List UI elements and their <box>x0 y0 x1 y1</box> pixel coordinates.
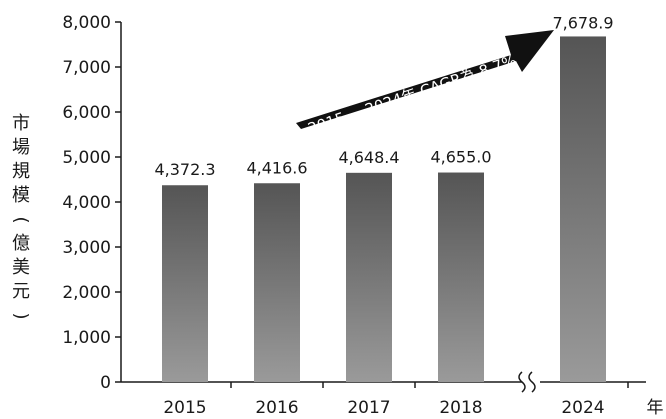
y-tick-label: 3,000 <box>62 238 111 258</box>
x-tick-label: 2017 <box>347 398 390 418</box>
x-tick-label: 2015 <box>163 398 206 418</box>
bar-2016 <box>254 183 300 382</box>
data-label: 4,416.6 <box>246 158 307 177</box>
y-tick-label: 0 <box>100 373 111 393</box>
y-tick-label: 5,000 <box>62 148 111 168</box>
data-label: 4,655.0 <box>430 148 491 167</box>
x-axis-unit: 年 <box>647 398 664 418</box>
bar-2017 <box>346 173 392 382</box>
data-label: 4,372.3 <box>154 160 215 179</box>
bar-2015 <box>162 185 208 382</box>
y-tick-label: 1,000 <box>62 328 111 348</box>
bar-2018 <box>438 173 484 382</box>
x-tick-label: 2024 <box>561 398 604 418</box>
y-axis: 0 1,000 2,000 3,000 4,000 5,000 6,000 7,000 8,00… <box>62 13 121 393</box>
data-label: 4,648.4 <box>338 148 399 167</box>
y-tick-label: 8,000 <box>62 13 111 33</box>
x-tick-label: 2016 <box>255 398 298 418</box>
data-label: 7,678.9 <box>552 13 613 32</box>
y-tick-label: 6,000 <box>62 103 111 123</box>
y-axis-title-text: 市場規模(億美元) <box>12 113 30 326</box>
y-tick-label: 7,000 <box>62 58 111 78</box>
y-tick-label: 2,000 <box>62 283 111 303</box>
axis-break-icon <box>519 372 535 392</box>
bar-2024 <box>560 36 606 382</box>
y-axis-title: 市場規模(億美元) <box>8 112 34 328</box>
x-tick-label: 2018 <box>439 398 482 418</box>
cagr-annotation: 2015 ~ 2024年 CAGR為 8.7% <box>306 51 519 137</box>
bars <box>162 36 606 382</box>
y-tick-label: 4,000 <box>62 193 111 213</box>
